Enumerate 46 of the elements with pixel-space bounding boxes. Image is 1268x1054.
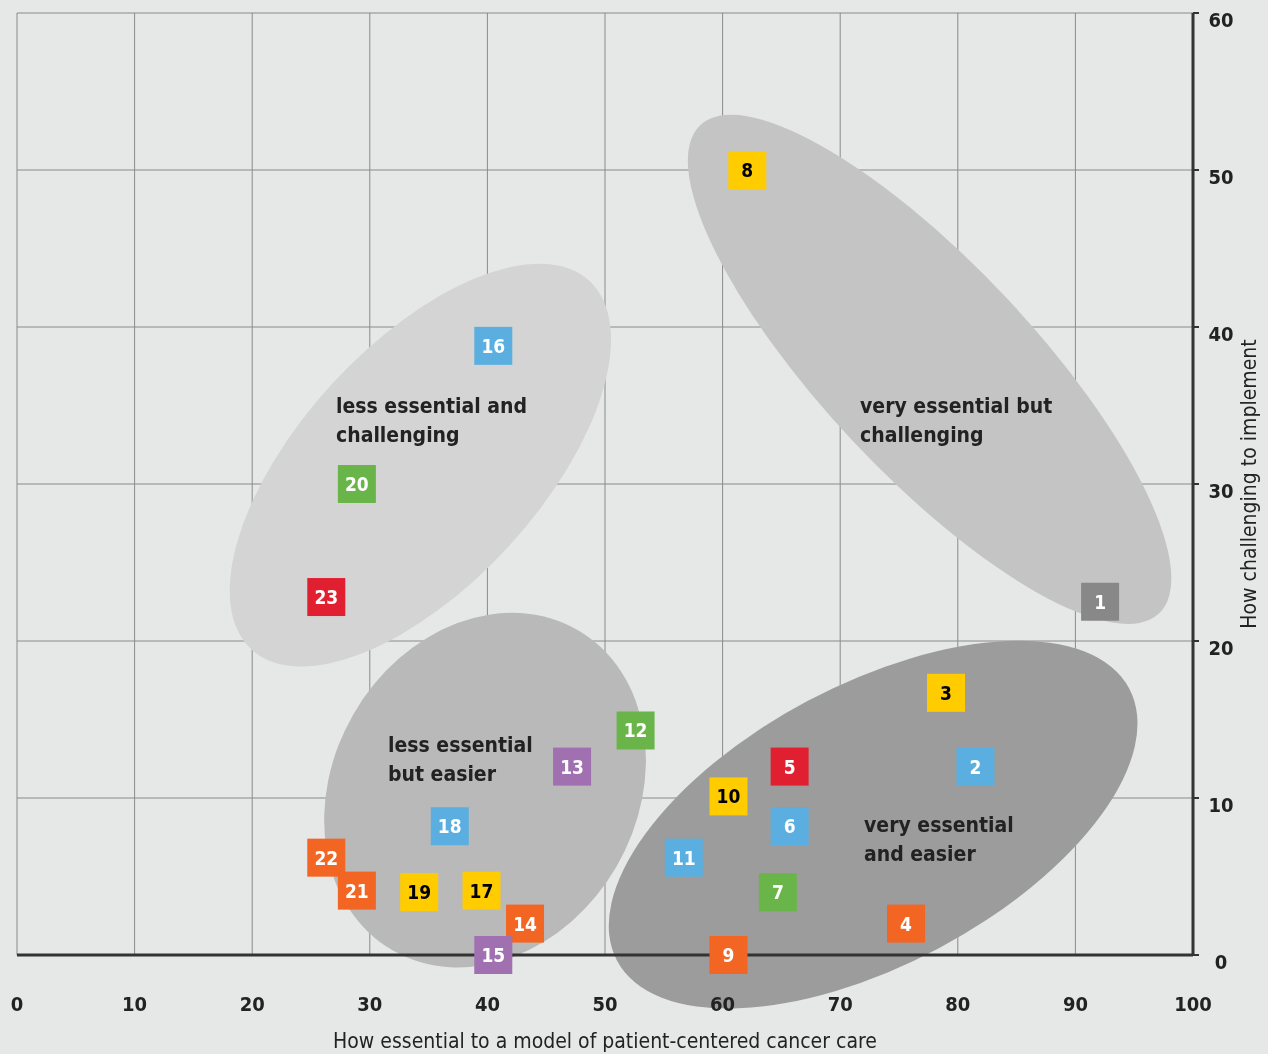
annotation: 5 (783, 755, 796, 778)
y-tick-label: 0 (1214, 950, 1228, 974)
x-tick-label: 100 (1174, 992, 1212, 1016)
annotation: 9 (722, 944, 735, 966)
y-tick-label: 10 (1208, 793, 1234, 817)
annotation: 14 (513, 912, 538, 935)
y-tick-label: 20 (1208, 636, 1234, 660)
y-tick-label: 40 (1208, 322, 1234, 346)
annotation: 11 (671, 846, 696, 869)
x-tick-label: 20 (239, 992, 265, 1016)
annotation: 7 (771, 881, 784, 904)
annotation: 15 (481, 944, 506, 966)
annotation: 3 (940, 681, 952, 704)
annotation: 16 (481, 334, 506, 357)
annotation: 2 (969, 755, 982, 778)
x-tick-label: 10 (122, 992, 148, 1016)
annotation: 18 (437, 815, 462, 838)
annotation: 13 (560, 755, 584, 778)
x-tick-label: 0 (10, 992, 24, 1016)
x-axis-title: How essential to a model of patient-centered cancer care (333, 1029, 877, 1053)
annotation: very essential and easier (864, 813, 1014, 866)
annotation: 6 (783, 815, 796, 838)
annotation: 1 (1094, 590, 1107, 613)
y-axis-title: How challenging to implement (1237, 339, 1261, 629)
x-tick-label: 30 (357, 992, 383, 1016)
annotation: 20 (344, 473, 369, 495)
annotation: less essential and challenging (336, 394, 527, 447)
annotation: 12 (623, 719, 648, 742)
annotation: 17 (469, 879, 494, 902)
annotation: 8 (741, 159, 754, 181)
annotation: 10 (716, 785, 741, 808)
annotation: very essential but challenging (860, 394, 1053, 447)
x-tick-label: 90 (1062, 992, 1088, 1016)
y-tick-label: 30 (1208, 479, 1234, 503)
annotation: 23 (314, 586, 339, 609)
annotation: less essential but easier (388, 733, 533, 786)
x-tick-label: 50 (592, 992, 618, 1016)
y-tick-label: 60 (1208, 8, 1234, 32)
x-tick-label: 80 (945, 992, 971, 1016)
annotation: 21 (344, 879, 369, 902)
x-tick-label: 70 (827, 992, 853, 1016)
y-tick-label: 50 (1208, 165, 1234, 189)
annotation: 4 (900, 912, 913, 935)
annotation: 22 (314, 846, 339, 869)
x-tick-label: 40 (474, 992, 500, 1016)
annotation: 19 (407, 881, 432, 904)
